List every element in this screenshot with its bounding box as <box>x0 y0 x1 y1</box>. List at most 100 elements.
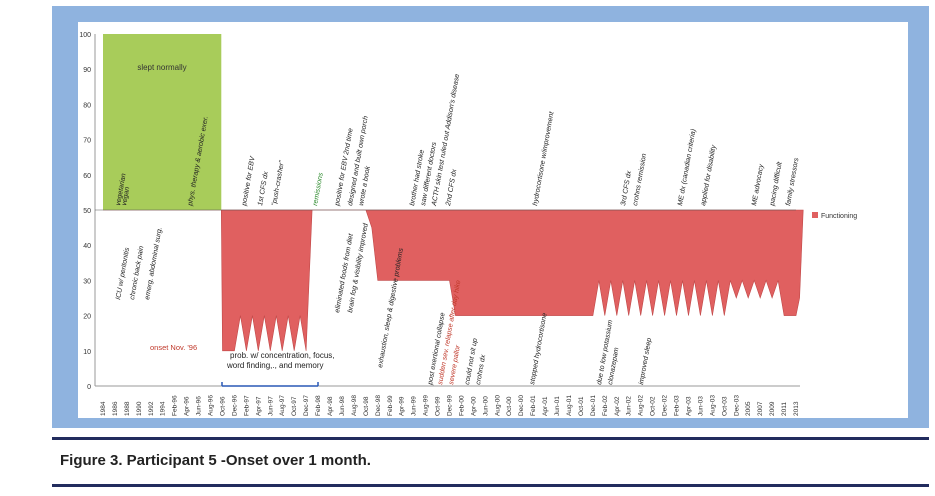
x-tick-label: Jun-97 <box>267 396 274 416</box>
x-tick-label: Feb-03 <box>674 395 681 416</box>
y-tick-label: 40 <box>83 243 91 250</box>
x-tick-label: Feb-00 <box>458 395 465 416</box>
x-tick-label: Dec-02 <box>662 395 669 416</box>
x-tick-label: Apr-01 <box>542 396 549 416</box>
x-tick-label: 2011 <box>781 402 788 416</box>
x-tick-label: Feb-02 <box>602 395 609 416</box>
x-tick-label: Dec-01 <box>590 395 597 416</box>
annotation-above: ME advocacy <box>751 163 765 206</box>
annotation-above: "push-crasher" <box>271 159 286 206</box>
y-tick-label: 70 <box>83 138 91 145</box>
y-tick-label: 90 <box>83 67 91 74</box>
caption-bottom-rule <box>52 484 929 487</box>
x-tick-label: Dec-98 <box>375 395 382 416</box>
annotation-above: vegan <box>121 186 131 206</box>
x-tick-label: Aug-98 <box>351 395 358 416</box>
x-tick-label: Dec-00 <box>518 395 525 416</box>
x-tick-label: Apr-02 <box>614 396 621 416</box>
annotation-below: improved sleep <box>638 337 653 385</box>
annotation-slept-normally: slept normally <box>137 63 186 72</box>
x-tick-label: Dec-99 <box>447 395 454 416</box>
x-tick-label: 1986 <box>112 401 119 416</box>
x-tick-label: Apr-98 <box>327 396 334 416</box>
series-area-baseline <box>103 34 222 210</box>
x-tick-label: 2009 <box>769 401 776 416</box>
y-tick-label: 20 <box>83 314 91 321</box>
x-tick-label: 2005 <box>745 401 752 416</box>
x-tick-label: Oct-99 <box>435 396 442 416</box>
x-tick-label: Jun-00 <box>482 396 489 416</box>
annotation-above: crohns remission <box>632 153 648 206</box>
x-tick-label: Aug-97 <box>279 395 286 416</box>
annotation-above: 3rd CFS dx <box>620 170 633 207</box>
annotation-below: crohns dx <box>475 354 487 386</box>
annotation-above: ACTH skin test ruled out Addison's disea… <box>431 73 461 207</box>
legend-label: Functioning <box>821 213 857 220</box>
y-tick-label: 50 <box>83 208 91 215</box>
x-tick-label: Apr-97 <box>255 396 262 416</box>
caption-top-rule <box>52 437 929 440</box>
x-tick-label: Aug-02 <box>638 395 645 416</box>
x-tick-label: Feb-98 <box>315 395 322 416</box>
x-tick-label: Aug-03 <box>709 395 716 416</box>
y-tick-label: 30 <box>83 278 91 285</box>
annotation-below: severe pallor <box>448 344 462 385</box>
x-tick-label: 1990 <box>136 401 143 416</box>
annotation-above: pacing difficult <box>769 160 784 207</box>
x-tick-label: Oct-96 <box>219 396 226 416</box>
annotation-above: remissions <box>312 172 325 207</box>
y-tick-label: 10 <box>83 349 91 356</box>
x-tick-label: 2013 <box>793 401 800 416</box>
annotation-above: wrote a book <box>358 165 372 206</box>
legend-swatch <box>812 212 818 218</box>
x-tick-label: Oct-98 <box>363 396 370 416</box>
x-tick-label: Jun-02 <box>626 396 633 416</box>
x-tick-label: Jun-03 <box>697 396 704 416</box>
x-tick-label: 1984 <box>100 401 107 416</box>
x-tick-label: Oct-03 <box>721 396 728 416</box>
x-tick-label: Apr-99 <box>399 396 406 416</box>
annotation-above: positive for EBV <box>241 155 257 208</box>
x-tick-label: Jun-01 <box>554 396 561 416</box>
x-tick-label: Feb-01 <box>530 395 537 416</box>
x-tick-label: Oct-01 <box>578 396 585 416</box>
annotation-above: family stressors <box>785 157 800 207</box>
annotation-below: clonazepam <box>607 347 620 386</box>
x-tick-label: Apr-03 <box>685 396 692 416</box>
annotation-below: stopped hydrocortisone <box>529 312 549 385</box>
annotation-below: chronic back pain <box>129 245 145 300</box>
y-tick-label: 0 <box>87 384 91 391</box>
annotation-above: applied for disability <box>700 144 718 206</box>
x-tick-label: Dec-97 <box>303 395 310 416</box>
x-tick-label: 2007 <box>757 401 764 416</box>
x-tick-label: Dec-03 <box>733 395 740 416</box>
annotation-below-wrap: prob. w/ concentration, focus, word findi… <box>226 351 335 370</box>
x-tick-label: Feb-96 <box>172 395 179 416</box>
x-tick-label: 1988 <box>124 401 131 416</box>
onset-bracket <box>221 382 319 387</box>
x-tick-label: Apr-96 <box>184 396 191 416</box>
x-tick-label: Aug-99 <box>423 395 430 416</box>
x-tick-label: Jun-98 <box>339 396 346 416</box>
figure-caption: Figure 3. Participant 5 -Onset over 1 mo… <box>60 452 371 469</box>
y-tick-label: 60 <box>83 173 91 180</box>
series-area-functioning <box>103 209 804 352</box>
x-tick-label: Aug-01 <box>566 395 573 416</box>
annotation-above: ME dx (canadian criteria) <box>677 129 697 207</box>
annotation-above: 1st CFS dx <box>257 171 270 207</box>
x-tick-label: Oct-00 <box>506 396 513 416</box>
x-tick-label: Aug-00 <box>494 395 501 416</box>
x-tick-label: Apr-00 <box>470 396 477 416</box>
annotation-below: emerg. abdominal surg. <box>144 227 164 301</box>
x-tick-label: Feb-97 <box>243 395 250 416</box>
x-tick-label: Dec-96 <box>231 395 238 416</box>
x-tick-label: Aug-96 <box>208 395 215 416</box>
y-tick-label: 80 <box>83 102 91 109</box>
x-tick-label: Jun-96 <box>196 396 203 416</box>
annotation-above: 2nd CFS dx <box>445 168 459 207</box>
annotation-above: hydrocortisone w/improvement <box>532 110 556 206</box>
annotation-below: ICU w/ peritonitis <box>115 247 131 301</box>
x-tick-label: 1994 <box>160 401 167 416</box>
x-tick-label: Feb-99 <box>387 395 394 416</box>
